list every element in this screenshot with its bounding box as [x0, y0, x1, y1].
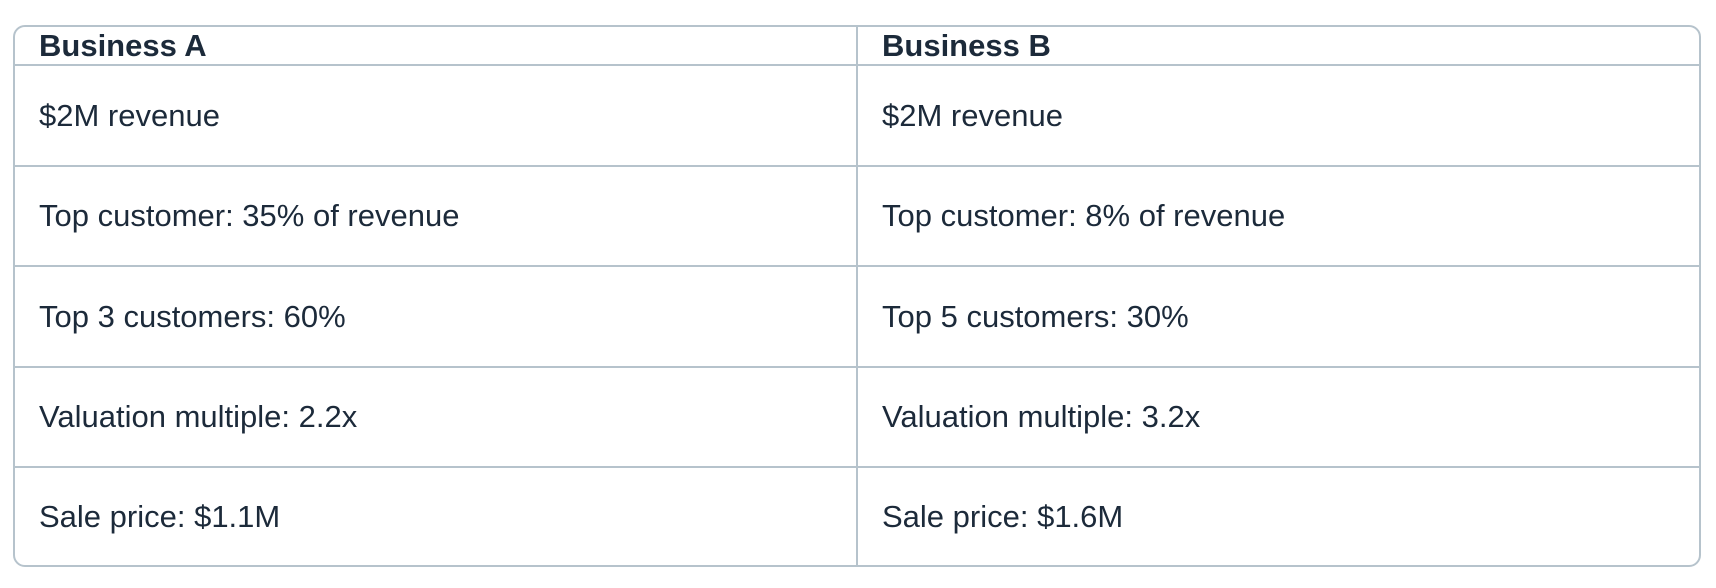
column-header-business-a: Business A	[15, 27, 858, 67]
table-cell: Valuation multiple: 3.2x	[857, 366, 1699, 469]
table-cell: Top 5 customers: 30%	[857, 266, 1699, 368]
comparison-table-container: Business A Business B $2M revenue $2M re…	[13, 25, 1701, 567]
table-header-row: Business A Business B	[15, 27, 1699, 67]
table-cell: $2M revenue	[15, 65, 858, 167]
table-cell: Valuation multiple: 2.2x	[15, 366, 858, 469]
table-cell: Sale price: $1.6M	[882, 498, 1124, 534]
comparison-table: Business A Business B $2M revenue $2M re…	[15, 27, 1699, 565]
table-row: $2M revenue $2M revenue	[15, 65, 1699, 167]
table-cell: Sale price: $1.1M	[15, 467, 858, 565]
table-cell: Top customer: 35% of revenue	[15, 165, 858, 268]
table-cell: $2M revenue	[857, 65, 1699, 167]
table-cell: Top 3 customers: 60%	[15, 266, 858, 368]
table-row: Valuation multiple: 2.2x Valuation multi…	[15, 366, 1699, 469]
table-row: Sale price: $1.1M Sale price: $1.6M	[15, 467, 1699, 565]
table-row: Top 3 customers: 60% Top 5 customers: 30…	[15, 266, 1699, 368]
table-cell: Top customer: 8% of revenue	[857, 165, 1699, 268]
table-row: Top customer: 35% of revenue Top custome…	[15, 165, 1699, 268]
column-header-business-b: Business B	[857, 27, 1699, 67]
